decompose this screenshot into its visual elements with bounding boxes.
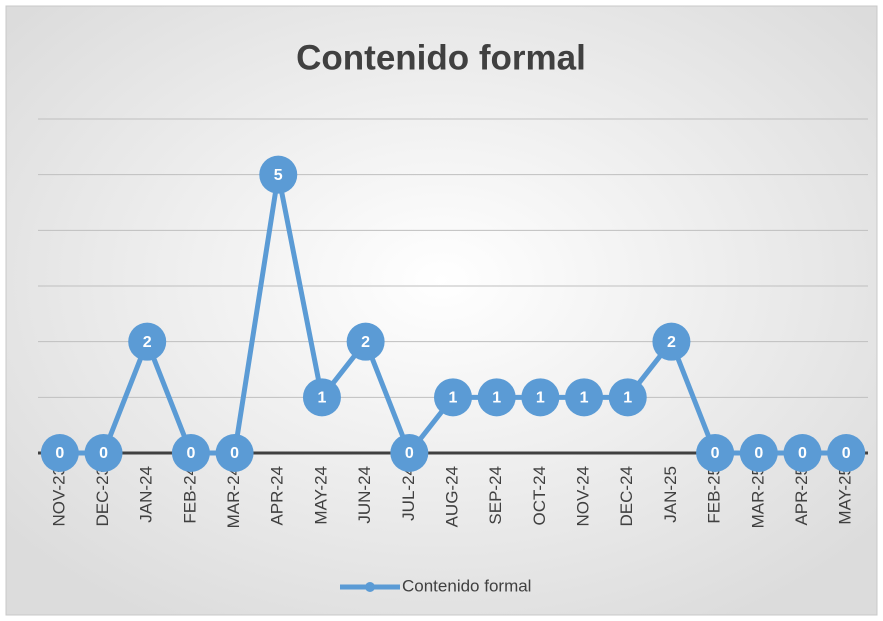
x-tick-label: MAY-25 — [836, 466, 855, 525]
data-label: 1 — [536, 390, 545, 407]
data-point — [477, 378, 516, 417]
data-point — [696, 434, 735, 472]
data-point — [739, 434, 778, 472]
data-label: 0 — [186, 445, 195, 462]
data-label: 1 — [580, 390, 589, 407]
chart-background — [5, 5, 878, 616]
data-point — [390, 434, 429, 472]
x-tick-label: MAR-25 — [748, 466, 767, 528]
data-label: 0 — [55, 445, 64, 462]
data-point — [652, 322, 691, 361]
data-label: 1 — [492, 390, 501, 407]
data-label: 2 — [361, 334, 370, 351]
x-tick-label: AUG-24 — [442, 466, 461, 527]
x-tick-label: FEB-25 — [705, 466, 724, 524]
data-label: 0 — [230, 445, 239, 462]
x-tick-label: JUL-24 — [399, 466, 418, 521]
chart-title: Contenido formal — [296, 38, 586, 77]
x-tick-label: OCT-24 — [530, 466, 549, 526]
x-tick-label: MAY-24 — [311, 466, 330, 525]
x-tick-label: APR-24 — [268, 466, 287, 526]
data-point — [259, 155, 298, 194]
x-tick-label: NOV-24 — [574, 466, 593, 526]
x-tick-label: APR-25 — [792, 466, 811, 526]
x-tick-label: FEB-24 — [180, 466, 199, 524]
data-point — [608, 378, 647, 417]
data-label: 5 — [274, 167, 283, 184]
x-tick-label: NOV-23 — [49, 466, 68, 526]
data-point — [434, 378, 472, 417]
data-label: 0 — [99, 445, 108, 462]
data-label: 0 — [798, 445, 807, 462]
data-point — [827, 434, 866, 472]
data-label: 0 — [405, 445, 414, 462]
x-tick-label: DEC-23 — [93, 466, 112, 526]
data-label: 1 — [623, 390, 632, 407]
data-label: 1 — [317, 390, 326, 407]
data-point — [346, 322, 385, 361]
data-point — [215, 434, 254, 472]
data-point — [302, 378, 341, 417]
data-label: 1 — [449, 390, 458, 407]
data-point — [171, 434, 210, 472]
data-label: 0 — [754, 445, 763, 462]
data-point — [783, 434, 822, 472]
data-label: 0 — [711, 445, 720, 462]
data-point — [521, 378, 560, 417]
legend-marker — [365, 582, 375, 592]
x-tick-label: JAN-24 — [137, 466, 156, 523]
x-tick-label: JAN-25 — [661, 466, 680, 523]
data-point — [565, 378, 604, 417]
x-tick-label: JUN-24 — [355, 466, 374, 524]
data-label: 2 — [667, 334, 676, 351]
data-point — [128, 322, 167, 361]
data-label: 2 — [143, 334, 152, 351]
data-label: 0 — [842, 445, 851, 462]
data-point — [40, 434, 79, 472]
legend-label: Contenido formal — [402, 576, 531, 595]
data-point — [84, 434, 123, 472]
x-tick-label: DEC-24 — [617, 466, 636, 526]
x-tick-label: MAR-24 — [224, 466, 243, 528]
x-tick-label: SEP-24 — [486, 466, 505, 525]
